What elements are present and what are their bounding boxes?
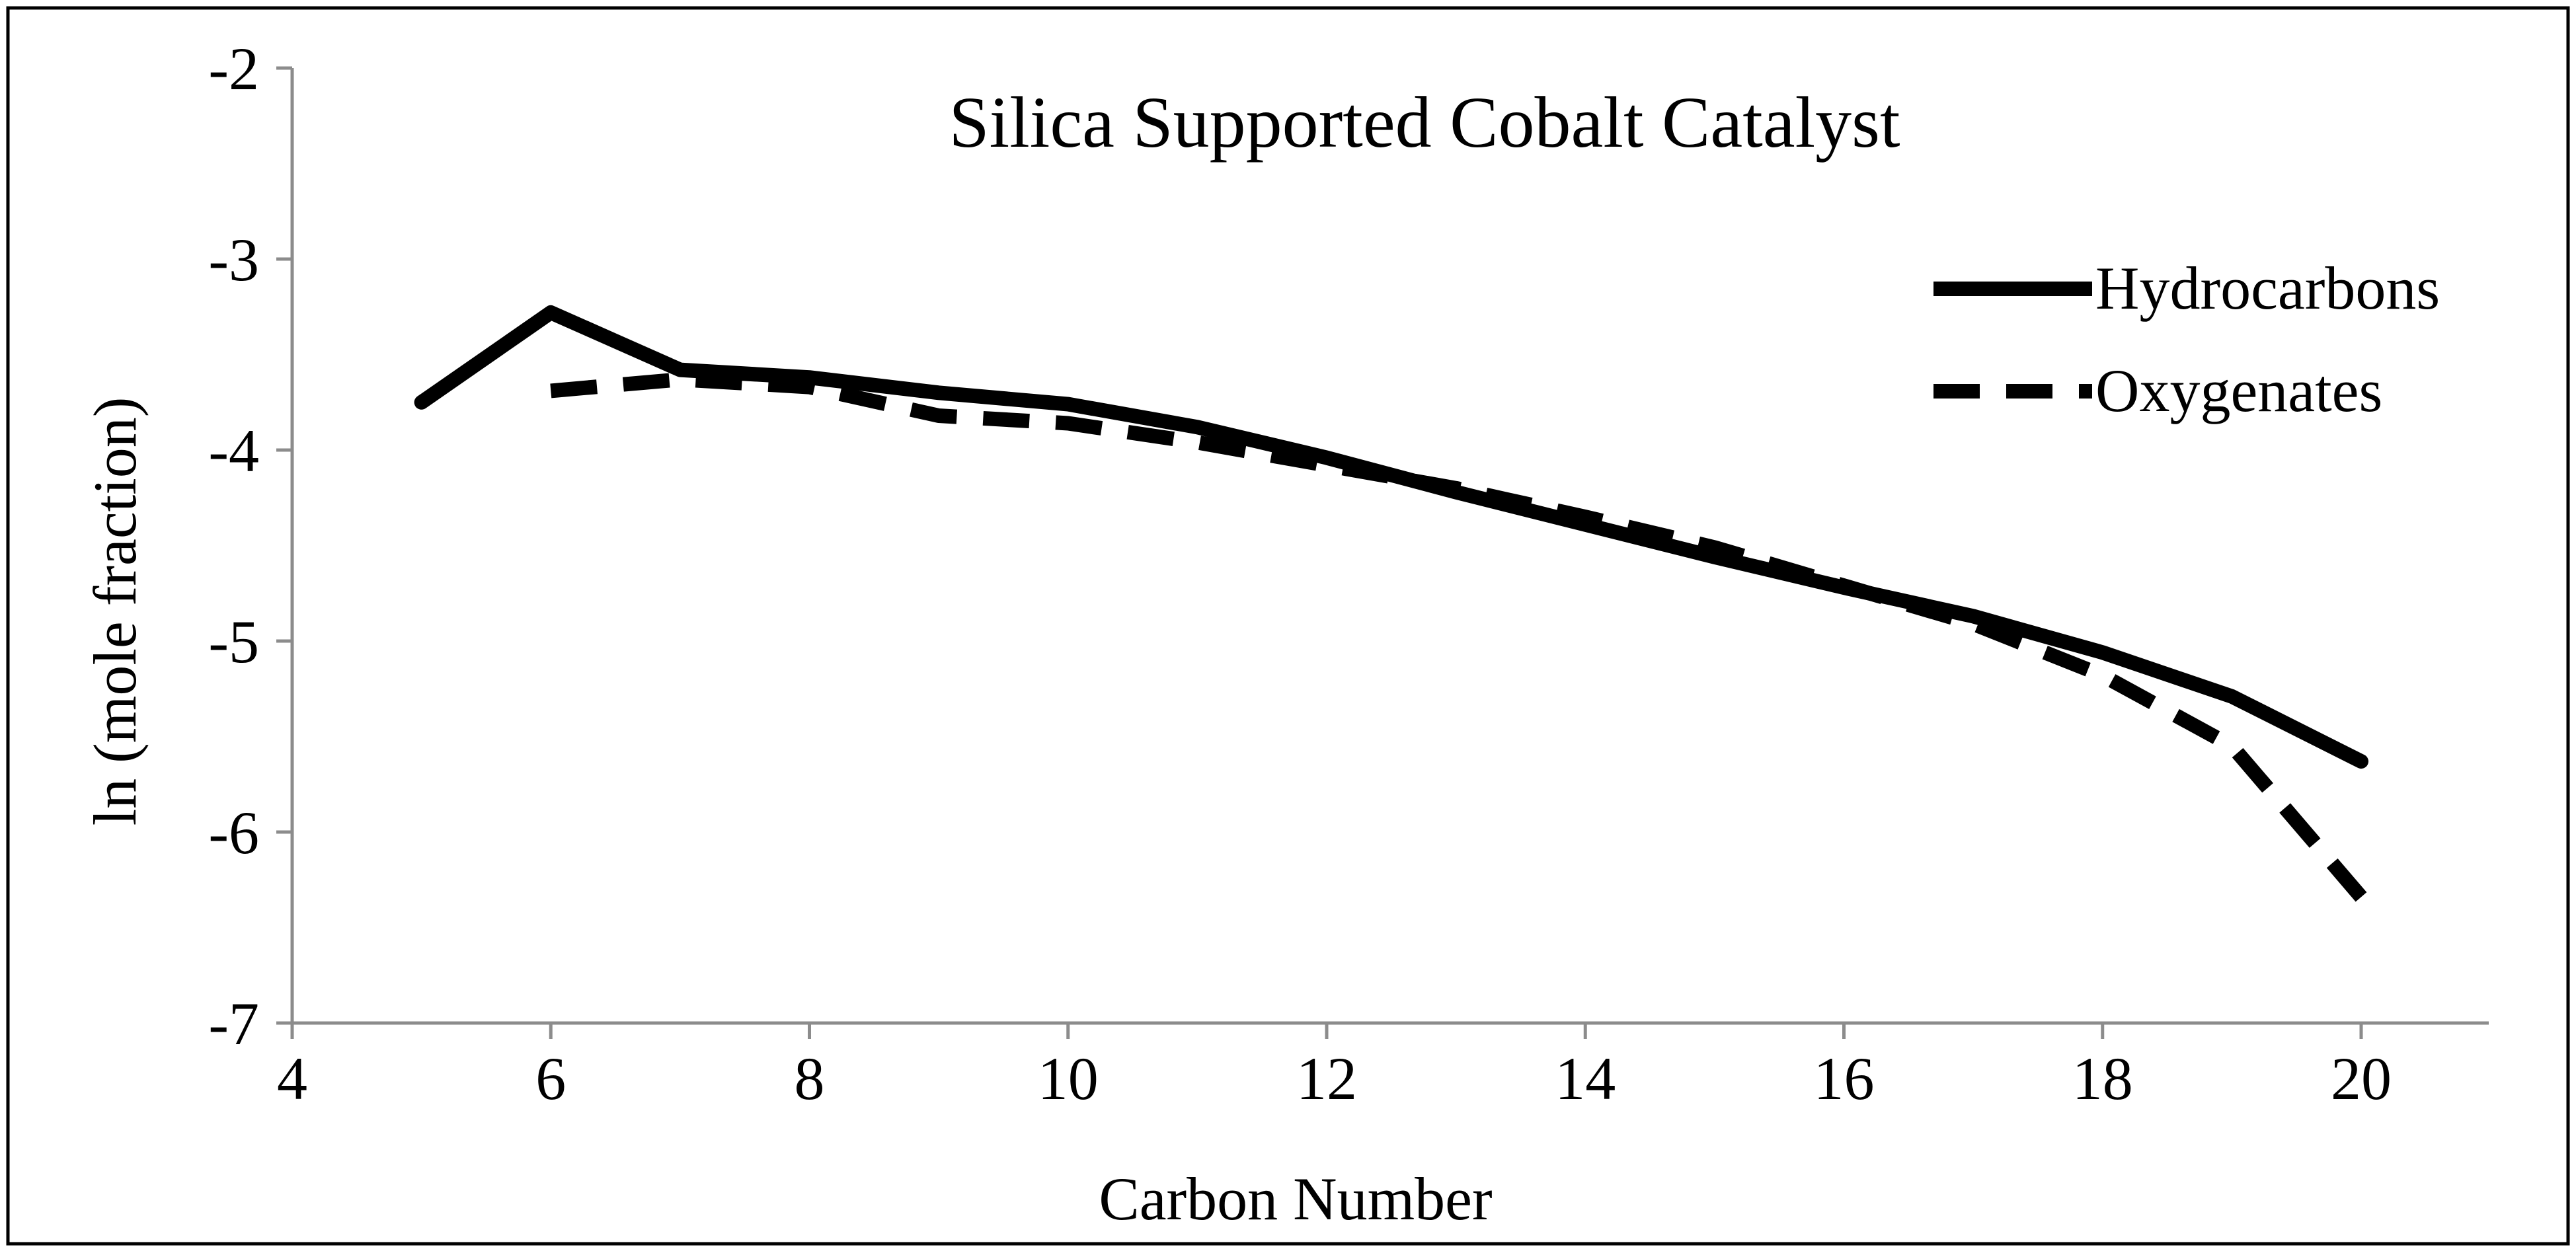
y-tick-label: -5 (208, 608, 259, 675)
x-tick-label: 6 (535, 1045, 566, 1112)
y-tick-label: -2 (208, 35, 259, 102)
chart-frame (6, 6, 2570, 1246)
series-line-oxygenates (550, 372, 2367, 902)
x-tick-label: 12 (1296, 1045, 1357, 1112)
x-tick-label: 10 (1038, 1045, 1099, 1112)
x-axis-label: Carbon Number (1099, 1165, 1492, 1233)
y-axis-label: ln (mole fraction) (81, 397, 149, 826)
x-tick-label: 4 (277, 1045, 307, 1112)
x-tick-label: 20 (2331, 1045, 2392, 1112)
series-lines (414, 305, 2368, 902)
x-tick-label: 14 (1555, 1045, 1616, 1112)
series-line-hydrocarbons (414, 305, 2368, 769)
y-tick-label: -3 (208, 226, 259, 293)
x-tick-label: 16 (1814, 1045, 1875, 1112)
x-tick-label: 8 (795, 1045, 825, 1112)
legend-label-hydrocarbons: Hydrocarbons (2095, 254, 2440, 322)
legend: Hydrocarbons Oxygenates (1933, 254, 2440, 424)
x-tick-label: 18 (2072, 1045, 2133, 1112)
legend-label-oxygenates: Oxygenates (2095, 357, 2382, 424)
axes: -2 -3 -4 -5 -6 -7 4 6 8 10 12 14 16 18 20 (208, 35, 2489, 1112)
y-tick-label: -7 (208, 990, 259, 1057)
chart-title: Silica Supported Cobalt Catalyst (949, 82, 1900, 163)
y-tick-label: -6 (208, 799, 259, 866)
y-tick-label: -4 (208, 417, 259, 484)
